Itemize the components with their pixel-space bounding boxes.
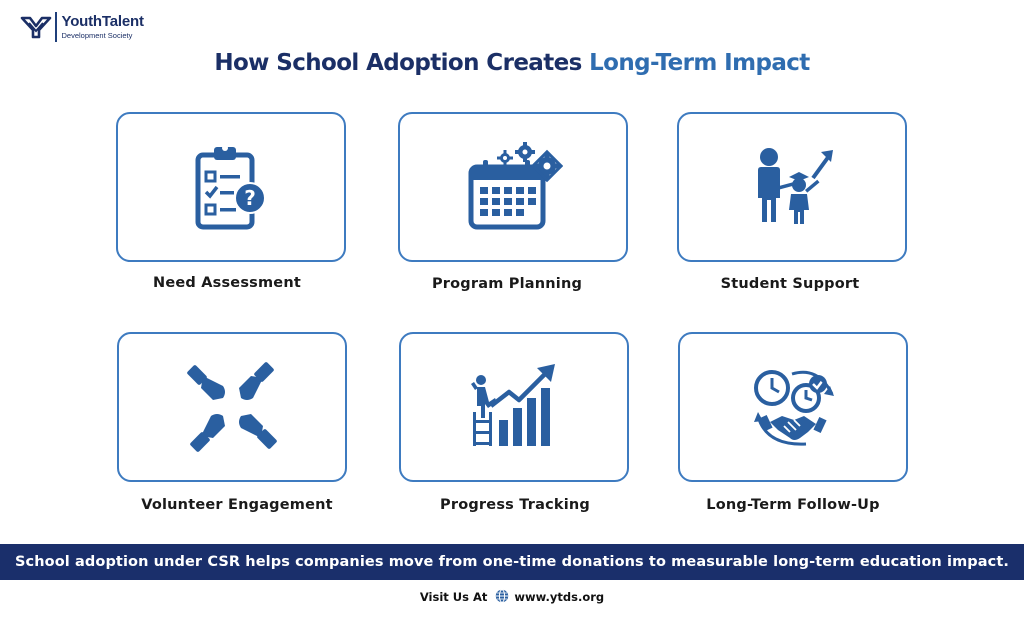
title-part-1: How School Adoption Creates — [214, 50, 590, 76]
step-label-long-term-follow-up: Long-Term Follow-Up — [706, 497, 880, 513]
summary-banner-text: School adoption under CSR helps companie… — [15, 554, 1009, 570]
ytds-logo-icon — [20, 16, 52, 39]
step-card-program-planning — [398, 112, 628, 262]
adult-child-graduate-arrow-icon — [758, 148, 833, 224]
footer-website-link[interactable]: www.ytds.org — [514, 590, 605, 604]
page-title: How School Adoption Creates Long-Term Im… — [0, 50, 1024, 76]
footer: Visit Us At www.ytds.org — [0, 588, 1024, 606]
step-label-need-assessment: Need Assessment — [152, 275, 301, 291]
brand-subtitle: Development Society — [61, 31, 133, 41]
step-card-progress-tracking — [399, 332, 629, 482]
brand-name: YouthTalent — [61, 13, 144, 31]
step-label-student-support: Student Support — [720, 276, 860, 292]
globe-icon — [495, 588, 509, 606]
step-label-volunteer-engagement: Volunteer Engagement — [141, 497, 333, 513]
four-hands-together-icon — [187, 362, 277, 452]
step-card-student-support — [677, 112, 907, 262]
step-card-long-term-follow-up — [678, 332, 908, 482]
calendar-gears-icon — [468, 142, 563, 230]
step-label-program-planning: Program Planning — [431, 276, 583, 292]
person-climbing-growth-chart-icon — [471, 364, 555, 446]
summary-banner: School adoption under CSR helps companie… — [0, 544, 1024, 580]
clipboard-checklist-question-icon: ? — [195, 145, 266, 230]
footer-label: Visit Us At — [419, 590, 488, 604]
brand-logo[interactable]: YouthTalent Development Society — [20, 12, 144, 42]
logo-divider — [55, 12, 57, 42]
title-part-2: Long-Term Impact — [589, 50, 810, 76]
step-card-need-assessment: ? — [116, 112, 346, 262]
clocks-handshake-cycle-icon — [754, 370, 834, 446]
svg-text:?: ? — [244, 186, 256, 210]
step-label-progress-tracking: Progress Tracking — [440, 497, 590, 513]
step-card-volunteer-engagement — [117, 332, 347, 482]
